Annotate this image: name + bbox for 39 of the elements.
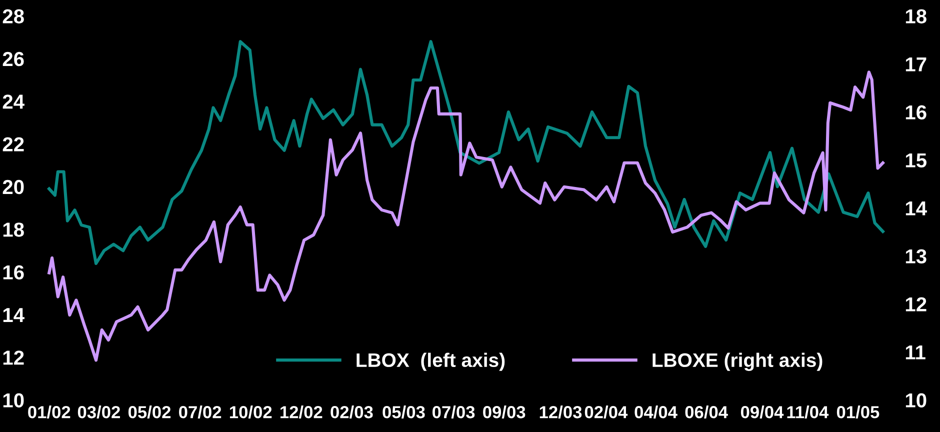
x-tick-label: 03/02	[78, 406, 120, 418]
y-tick-label: 12	[3, 350, 24, 365]
x-tick-label: 12/03	[540, 406, 582, 418]
y-tick-label: 24	[2, 94, 24, 109]
x-tick-label: 12/02	[280, 406, 322, 418]
y2-tick-label: 18	[906, 9, 926, 24]
x-tick-label: 06/04	[685, 406, 728, 418]
legend-label: LBOXE (right axis)	[652, 352, 822, 371]
y2-tick-label: 16	[906, 105, 926, 120]
y2-tick-label: 12	[906, 297, 926, 312]
y-tick-label: 18	[3, 222, 24, 237]
line-series	[48, 40, 884, 265]
y-tick-label: 14	[3, 308, 24, 322]
x-tick-label: 02/03	[330, 406, 373, 418]
y-tick-label: 16	[3, 265, 24, 280]
x-tick-label: 01/05	[836, 406, 880, 418]
y-tick-label: 20	[2, 180, 24, 194]
y2-tick-label: 11	[906, 345, 926, 360]
y-tick-label: 26	[2, 52, 24, 66]
y2-tick-label: 15	[906, 153, 927, 168]
x-tick-label: 07/03	[432, 406, 475, 418]
y2-tick-label: 10	[906, 393, 926, 408]
x-tick-label: 10/02	[230, 406, 272, 418]
y-tick-label: 22	[2, 137, 24, 152]
y-tick-label: 28	[2, 9, 24, 24]
legend-label: LBOX (left axis)	[356, 352, 505, 371]
x-tick-label: 11/04	[787, 406, 829, 418]
x-tick-label: 02/04	[584, 406, 628, 418]
x-tick-label: 05/02	[128, 406, 171, 418]
x-tick-label: 09/04	[740, 406, 784, 418]
x-tick-label: 07/02	[179, 406, 222, 418]
x-tick-label: 05/03	[382, 406, 425, 418]
x-tick-label: 09/03	[483, 406, 526, 418]
y-tick-label: 10	[3, 393, 24, 408]
y2-tick-label: 17	[906, 57, 926, 72]
y2-tick-label: 14	[906, 201, 927, 216]
x-tick-label: 01/02	[28, 406, 70, 418]
y2-tick-label: 13	[906, 249, 926, 264]
x-tick-label: 04/04	[634, 406, 678, 418]
